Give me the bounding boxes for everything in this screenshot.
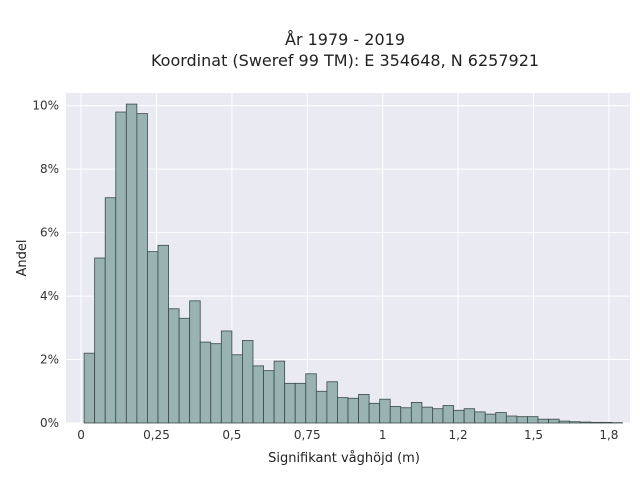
histogram-bar: [463, 408, 476, 424]
x-tick-label: 0,25: [143, 428, 170, 442]
histogram-bar: [600, 421, 613, 424]
y-tick-label: 8%: [40, 162, 59, 176]
histogram-bar: [484, 413, 497, 424]
x-tick-label: 1,5: [524, 428, 543, 442]
histogram-bar: [474, 411, 486, 424]
histogram-bar: [590, 421, 602, 424]
x-tick-label: 0,75: [294, 428, 321, 442]
x-tick-label: 1: [379, 428, 387, 442]
histogram-bar: [294, 382, 307, 424]
histogram-bar: [453, 409, 465, 424]
histogram-bar: [125, 103, 138, 424]
y-tick-label: 10%: [32, 99, 59, 113]
histogram-bar: [495, 412, 507, 424]
x-axis-ticks: 0 0,25 0,5 0,75 1 1,2 1,5 1,8: [77, 428, 618, 442]
histogram-bar: [315, 390, 328, 424]
histogram-bar: [136, 113, 148, 424]
histogram-bar: [168, 308, 180, 424]
x-tick-label: 1,2: [449, 428, 468, 442]
histogram-bar: [337, 397, 349, 424]
x-tick-label: 0,5: [222, 428, 241, 442]
histogram-bar: [410, 401, 423, 424]
histogram-bar: [231, 354, 243, 424]
histogram-bar: [263, 370, 275, 424]
histogram-bar: [326, 381, 338, 424]
histogram-bar: [284, 382, 296, 424]
histogram-bar: [505, 415, 518, 424]
histogram-bar: [147, 251, 159, 424]
histogram-bar: [242, 340, 254, 424]
histogram-bar: [189, 300, 201, 424]
histogram-bar: [104, 197, 117, 424]
y-axis-label: Andel: [15, 240, 30, 277]
bars: [83, 103, 623, 424]
histogram-bar: [347, 397, 359, 424]
histogram-bar: [569, 421, 581, 424]
histogram-bar: [548, 418, 560, 424]
histogram-bar: [527, 416, 539, 424]
x-tick-label: 1,8: [599, 428, 618, 442]
histogram-bar: [220, 330, 233, 424]
histogram-bar: [252, 365, 264, 424]
histogram-bar: [537, 418, 549, 424]
chart-title: År 1979 - 2019: [285, 30, 405, 49]
histogram-bar: [115, 111, 127, 424]
y-tick-label: 0%: [40, 416, 59, 430]
histogram-bar: [400, 407, 412, 424]
histogram-bar: [368, 402, 381, 424]
histogram-bar: [83, 352, 96, 424]
histogram-bar: [432, 408, 444, 424]
chart-subtitle: Koordinat (Sweref 99 TM): E 354648, N 62…: [151, 51, 539, 70]
y-tick-label: 6%: [40, 226, 59, 240]
histogram-bar: [358, 394, 370, 424]
x-axis-label: Signifikant våghöjd (m): [268, 451, 420, 466]
histogram-bar: [558, 420, 571, 424]
histogram-bar: [421, 406, 433, 424]
y-axis-ticks: 0% 2% 4% 6% 8% 10%: [32, 99, 59, 430]
histogram-bar: [579, 421, 592, 424]
y-tick-label: 4%: [40, 289, 59, 303]
histogram-bar: [389, 406, 402, 424]
histogram-bar: [178, 317, 191, 424]
histogram-bar: [273, 360, 286, 424]
histogram-bar: [199, 341, 212, 424]
histogram-bar: [157, 244, 169, 424]
histogram-bar: [379, 398, 391, 424]
histogram-bar: [305, 373, 317, 424]
x-tick-label: 0: [77, 428, 85, 442]
y-tick-label: 2%: [40, 353, 59, 367]
histogram-bar: [516, 416, 528, 424]
histogram-bar: [94, 257, 106, 424]
histogram-bar: [210, 343, 222, 424]
histogram-bar: [442, 405, 454, 424]
